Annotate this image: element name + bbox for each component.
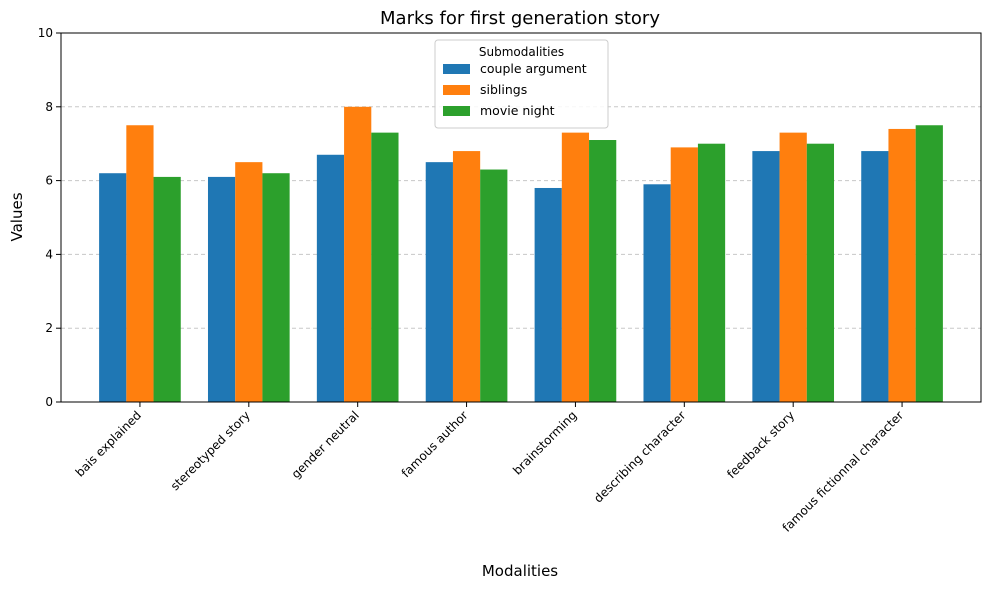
x-tick-label: brainstorming [510,408,579,477]
bar-siblings-2 [344,106,372,403]
bar-couple-argument-0 [99,173,127,402]
x-tick-label: describing character [591,408,688,505]
y-tick-label: 8 [45,100,53,114]
legend-title: Submodalities [479,45,564,59]
bar-siblings-4 [561,132,590,402]
x-axis-ticks: bais explained stereotyped story gender ne… [73,402,907,535]
legend-swatch [443,64,470,74]
x-tick-label: famous author [399,408,471,480]
legend-entry: movie night [480,103,555,118]
bar-movie-night-6 [806,143,835,402]
x-tick-label: feedback story [724,408,797,481]
y-tick-label: 4 [45,247,53,261]
bar-couple-argument-2 [316,154,345,402]
plot-frame [60,32,982,403]
legend-entry: siblings [480,82,527,97]
legend-box [434,39,609,129]
bar-movie-night-3 [480,169,508,402]
bar-siblings-5 [670,147,698,402]
y-axis-label: Values [8,192,26,241]
y-tick-label: 6 [45,174,53,188]
x-tick-label: bais explained [73,408,144,479]
bar-movie-night-4 [589,140,617,402]
y-tick-label: 2 [45,321,53,335]
bar-siblings-0 [126,125,154,402]
legend-swatch [443,85,470,95]
x-tick-label: gender neutral [289,408,362,481]
x-tick-label: famous fictionnal character [780,408,907,535]
bar-couple-argument-1 [207,176,236,402]
chart-title: Marks for first generation story [380,8,660,29]
bar-siblings-3 [452,151,481,402]
legend: Submodalities couple argument siblings movi… [434,39,609,129]
bar-couple-argument-7 [861,151,889,402]
grid-lines [61,106,981,329]
bar-couple-argument-6 [752,151,780,402]
x-tick-label: stereotyped story [168,408,253,493]
y-axis-ticks: 0 2 4 6 8 10 [38,26,61,409]
y-tick-label: 0 [45,395,53,409]
bar-movie-night-1 [262,173,290,402]
x-axis-label: Modalities [482,562,558,580]
y-tick-label: 10 [38,26,53,40]
bar-movie-night-7 [915,125,943,402]
bar-siblings-7 [888,128,916,402]
bar-siblings-6 [779,132,807,402]
bar-couple-argument-5 [643,184,671,402]
bar-couple-argument-3 [425,162,453,402]
bar-movie-night-0 [153,176,181,402]
legend-entry: couple argument [480,61,587,76]
bar-couple-argument-4 [534,187,562,402]
bars [99,106,943,403]
legend-swatch [443,106,470,116]
bar-siblings-1 [235,162,263,402]
bar-movie-night-2 [371,132,399,402]
bar-movie-night-5 [697,143,726,402]
